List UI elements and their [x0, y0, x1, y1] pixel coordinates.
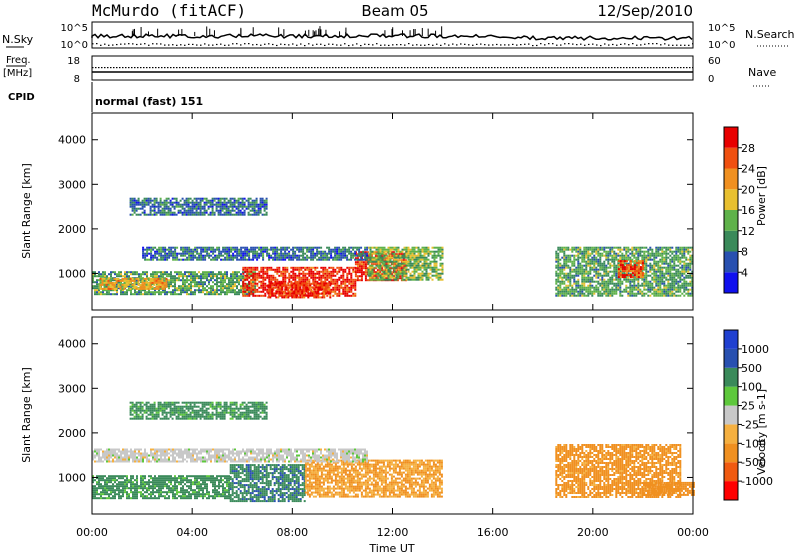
- ytick-label: 4000: [58, 338, 86, 351]
- velocity-data: [92, 401, 695, 503]
- power-colorbar-swatch: [724, 251, 738, 273]
- vel-colorbar-tick: -25: [741, 418, 759, 431]
- vel-colorbar-tick: -500: [741, 456, 766, 469]
- vel-region-6: [129, 401, 268, 420]
- nsky-label: N.Sky: [2, 33, 34, 46]
- cpid-text: normal (fast) 151: [95, 95, 203, 108]
- power-colorbar-swatch: [724, 210, 738, 231]
- nsearch-tick-high: 10^5: [708, 23, 735, 34]
- power-colorbar-swatch: [724, 230, 738, 252]
- power-colorbar-tick: 16: [741, 204, 755, 217]
- vel-colorbar-swatch: [724, 330, 738, 349]
- power-region-3: [267, 282, 332, 299]
- power-colorbar-swatch: [724, 272, 738, 293]
- power-colorbar-tick: 4: [741, 266, 748, 279]
- power-colorbar-tick: 28: [741, 142, 755, 155]
- vel-region-1: [229, 464, 306, 503]
- xtick-label: 00:00: [76, 526, 108, 539]
- freq-tick-high: 18: [67, 56, 80, 67]
- nsky-tick-high: 10^5: [61, 23, 88, 34]
- vel-region-0: [92, 475, 230, 500]
- ytick-label: 2000: [58, 223, 86, 236]
- nave-label: Nave: [748, 66, 776, 79]
- power-region-9: [129, 197, 268, 216]
- freq-label-1: Freq.: [6, 55, 31, 66]
- velocity-panel: 1000 2000 3000 4000 Slant Range [km] 00:00 0…: [20, 113, 773, 554]
- ytick-label: 4000: [58, 134, 86, 147]
- vel-colorbar-tick: -1000: [741, 475, 773, 488]
- beam-title: Beam 05: [361, 2, 428, 20]
- nave-tick-low: 0: [708, 74, 714, 85]
- power-colorbar-swatch: [724, 168, 738, 190]
- ytick-label: 1000: [58, 471, 86, 484]
- velocity-ylabel: Slant Range [km]: [20, 367, 33, 463]
- site-title: McMurdo (fitACF): [92, 1, 246, 20]
- vel-colorbar-tick: 1000: [741, 343, 769, 356]
- velocity-colorbar: -1000 -500 -100 -25 25 100 500 1000: [723, 329, 773, 501]
- ytick-label: 3000: [58, 382, 86, 395]
- power-region-6: [142, 246, 369, 261]
- vel-colorbar-swatch: [724, 386, 738, 406]
- power-colorbar-swatch: [724, 147, 738, 169]
- cpid-label: CPID: [8, 92, 35, 103]
- power-ylabel: Slant Range [km]: [20, 163, 33, 259]
- ytick-label: 3000: [58, 178, 86, 191]
- power-colorbar-swatch: [724, 189, 738, 210]
- power-colorbar-tick: 8: [741, 246, 748, 259]
- freq-label-2: [MHz]: [3, 68, 32, 79]
- vel-colorbar-swatch: [724, 405, 738, 425]
- xtick-label: 08:00: [276, 526, 308, 539]
- power-panel: 1000 2000 3000 4000 Slant Range [km] 4 8 12 16…: [20, 112, 768, 311]
- nsky-panel: N.Sky 10^5 10^0 10^5 10^0 N.Search: [2, 21, 795, 51]
- xaxis-label: Time UT: [368, 542, 414, 554]
- xtick-label: 16:00: [477, 526, 509, 539]
- power-colorbar-tick: 20: [741, 183, 755, 196]
- xtick-label: 12:00: [377, 526, 409, 539]
- ytick-label: 1000: [58, 267, 86, 280]
- vel-colorbar-swatch: [724, 481, 738, 500]
- xtick-label: 20:00: [577, 526, 609, 539]
- xtick-label: 00:00: [677, 526, 709, 539]
- vel-colorbar-tick: 500: [741, 362, 762, 375]
- nsky-tick-low: 10^0: [61, 40, 88, 51]
- vel-colorbar-tick: 100: [741, 381, 762, 394]
- vel-colorbar-swatch: [724, 424, 738, 444]
- power-colorbar-label: Power [dB]: [755, 166, 768, 226]
- vel-colorbar-swatch: [724, 443, 738, 463]
- vel-region-3: [92, 448, 368, 463]
- power-region-5: [367, 246, 444, 281]
- power-colorbar-swatch: [724, 127, 738, 148]
- velocity-colorbar-label: Velocity [m s-1]: [755, 389, 768, 475]
- freq-trace: [92, 67, 694, 73]
- power-region-1: [99, 277, 168, 290]
- vel-colorbar-swatch: [724, 462, 738, 482]
- vel-colorbar-tick: 25: [741, 400, 755, 413]
- vel-region-2: [304, 459, 443, 498]
- freq-tick-low: 8: [74, 74, 80, 85]
- xtick-label: 04:00: [176, 526, 208, 539]
- power-data: [92, 197, 694, 299]
- power-colorbar-tick: 12: [741, 225, 755, 238]
- nsearch-label: N.Search: [745, 28, 795, 41]
- power-colorbar: 4 8 12 16 20 24 28: [723, 126, 755, 294]
- ytick-label: 2000: [58, 427, 86, 440]
- vel-colorbar-swatch: [724, 367, 738, 387]
- power-region-8: [617, 260, 644, 279]
- nave-tick-high: 60: [708, 56, 721, 67]
- nsearch-tick-low: 10^0: [708, 40, 735, 51]
- freq-panel: Freq. [MHz] 18 8 60 0 Nave: [3, 55, 776, 87]
- nsky-trace: [91, 26, 694, 47]
- date-title: 12/Sep/2010: [597, 2, 693, 20]
- vel-region-5: [642, 481, 695, 496]
- vel-colorbar-swatch: [724, 348, 738, 368]
- power-colorbar-tick: 24: [741, 163, 755, 176]
- vel-colorbar-tick: -100: [741, 437, 766, 450]
